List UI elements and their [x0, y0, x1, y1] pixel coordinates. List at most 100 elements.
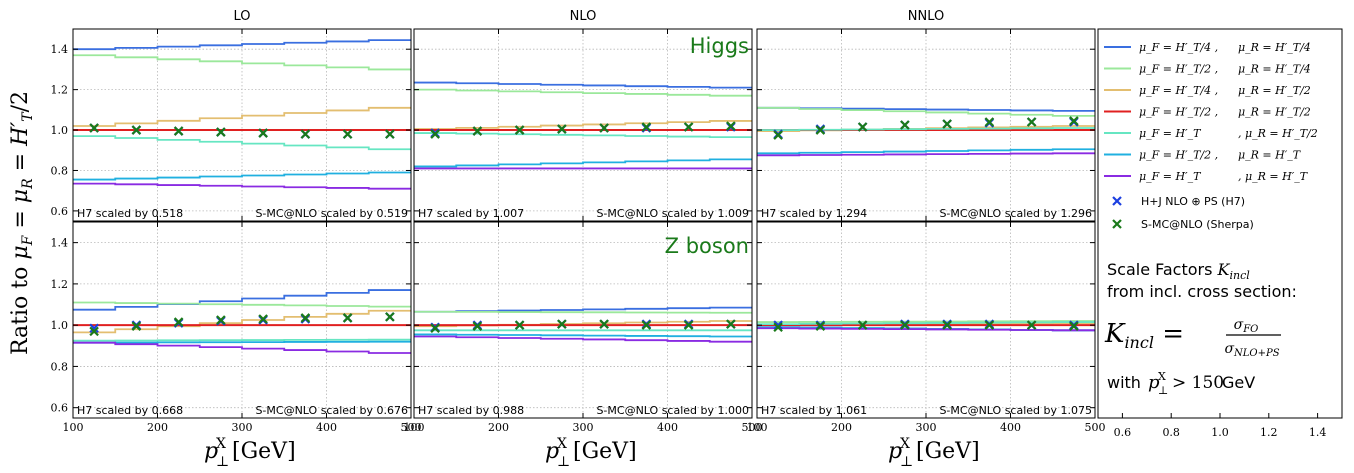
- smc-point: [726, 319, 736, 329]
- svg-text:GeV: GeV: [1222, 373, 1255, 392]
- smc-point: [472, 321, 483, 331]
- svg-text:p: p: [1148, 372, 1160, 393]
- x-tick-label: 500: [742, 421, 763, 434]
- smc-scale-label: S-MC@NLO scaled by 1.075: [939, 404, 1092, 417]
- legend-mu-r: , μ_R = H′_T/2: [1238, 127, 1318, 140]
- right-axis-tick-label: 0.8: [1162, 426, 1180, 439]
- smc-point: [216, 315, 226, 325]
- legend-mu-r: μ_R = H′_T/4: [1238, 63, 1311, 76]
- series-line-6: [73, 340, 411, 344]
- smc-point: [815, 321, 826, 331]
- smc-point: [472, 126, 483, 136]
- pt-cut-text: with p ⊥ X > 150 GeV: [1107, 370, 1255, 397]
- right-axis-tick-label: 0.6: [1114, 426, 1132, 439]
- svg-text:X: X: [1158, 370, 1166, 383]
- x-tick-label: 300: [916, 421, 937, 434]
- svg-text:[GeV]: [GeV]: [232, 439, 296, 464]
- x-tick-label: 200: [488, 421, 509, 434]
- x-tick-label: 400: [657, 421, 678, 434]
- series-line-7: [757, 327, 1095, 332]
- smc-point: [216, 127, 226, 137]
- x-axis-label-nlo: p ⊥ X [GeV]: [545, 436, 637, 470]
- legend-panel-x-axis: 0.6 0.8 1.0 1.2 1.4: [1114, 413, 1326, 439]
- panel-zboson-lo: 0.6 0.8 1.0 1.2 1.4 100 200 300 400 500 H7 scaled …: [51, 221, 422, 434]
- smc-point: [900, 120, 910, 130]
- series-line-2: [73, 301, 411, 308]
- series-line-5: [73, 338, 411, 342]
- svg-text:with: with: [1107, 373, 1141, 392]
- scale-factor-title: Scale Factors Kincl: [1107, 260, 1250, 282]
- legend-item-3: μ_F = H′_T/4 , μ_R = H′_T/2: [1104, 84, 1311, 97]
- panel-zboson-nlo: 100 200 300 400 500 H7 scaled by 0.988 S-MC@NL…: [404, 221, 763, 434]
- smc-point: [173, 317, 184, 327]
- svg-text:⊥: ⊥: [557, 454, 570, 470]
- series-line-2: [757, 320, 1095, 323]
- legend-item-1: μ_F = H′_T/4 , μ_R = H′_T/4: [1104, 41, 1311, 54]
- legend-mu-f: μ_F = H′_T/2 ,: [1139, 149, 1218, 162]
- series-lines: [73, 289, 411, 354]
- svg-text:X: X: [557, 436, 567, 452]
- smc-point: [385, 312, 395, 322]
- y-tick-label: 1.4: [51, 237, 69, 250]
- y-tick-label: 1.0: [51, 319, 69, 332]
- legend-mu-r: μ_R = H′_T: [1238, 149, 1302, 162]
- smc-point: [385, 129, 395, 139]
- series-line-5: [73, 135, 411, 151]
- legend: μ_F = H′_T/4 , μ_R = H′_T/4 μ_F = H′_T/2 ,…: [1104, 41, 1318, 183]
- series-lines: [414, 306, 752, 343]
- legend-item-5: μ_F = H′_T , μ_R = H′_T/2: [1104, 127, 1318, 140]
- series-line-6: [414, 158, 752, 168]
- x-axis-label-lo: p ⊥ X [GeV]: [204, 436, 296, 470]
- x-tick-label: 300: [573, 421, 594, 434]
- series-line-1: [73, 289, 411, 311]
- legend-mu-f: μ_F = H′_T/2 ,: [1139, 106, 1218, 119]
- markers: [430, 319, 736, 334]
- markers: [773, 319, 1079, 332]
- axis-ticks: [413, 29, 753, 221]
- svg-text:σNLO+PS: σNLO+PS: [1224, 341, 1279, 359]
- process-label-zboson: Z boson: [665, 234, 749, 258]
- series-line-2: [414, 88, 752, 97]
- smc-scale-label: S-MC@NLO scaled by 0.519: [255, 207, 408, 220]
- legend-mu-f: μ_F = H′_T/2 ,: [1139, 63, 1218, 76]
- x-tick-label: 100: [63, 421, 84, 434]
- panel-higgs-lo: 0.6 0.8 1.0 1.2 1.4 H7 scaled by 0.518 S-MC@NL…: [51, 28, 412, 222]
- svg-text:> 150: > 150: [1172, 373, 1224, 393]
- x-axis-label-nnlo: p ⊥ X [GeV]: [888, 436, 980, 470]
- smc-point: [131, 321, 142, 331]
- smc-point: [342, 313, 353, 323]
- smc-point: [258, 128, 268, 138]
- grid: [757, 29, 1095, 221]
- x-tick-label: 400: [1000, 421, 1021, 434]
- smc-scale-label: S-MC@NLO scaled by 1.000: [596, 404, 749, 417]
- series-line-6: [73, 171, 411, 181]
- series-line-2: [73, 54, 411, 71]
- right-axis-tick-label: 1.0: [1211, 426, 1229, 439]
- svg-text:p: p: [888, 439, 902, 464]
- h7-point: [773, 320, 783, 330]
- smc-point: [89, 123, 99, 133]
- series-line-3: [73, 309, 411, 334]
- axis-ticks: 100 200 300 400 500: [404, 222, 763, 434]
- legend-item-2: μ_F = H′_T/2 , μ_R = H′_T/4: [1104, 63, 1311, 76]
- y-tick-label: 1.4: [51, 43, 69, 56]
- k-incl-formula: Kincl =: [1104, 319, 1184, 352]
- y-tick-label: 1.2: [51, 278, 69, 291]
- series-line-6: [757, 148, 1095, 155]
- svg-text:[GeV]: [GeV]: [573, 439, 637, 464]
- markers: [773, 116, 1079, 140]
- legend-item-6: μ_F = H′_T/2 , μ_R = H′_T: [1104, 149, 1302, 162]
- x-tick-label: 100: [404, 421, 425, 434]
- x-tick-label: 300: [232, 421, 253, 434]
- series-line-2: [757, 106, 1095, 117]
- legend-mu-r: μ_R = H′_T/2: [1238, 106, 1311, 119]
- axis-ticks: 0.6 0.8 1.0 1.2 1.4: [51, 29, 412, 221]
- smc-point: [430, 323, 440, 334]
- smc-point: [984, 320, 995, 330]
- series-lines: [757, 320, 1095, 332]
- svg-text:p: p: [204, 439, 218, 464]
- series-line-1: [73, 39, 411, 51]
- smc-point: [599, 123, 609, 133]
- smc-point: [514, 320, 525, 330]
- scale-factor-box: Scale Factors Kincl from incl. cross sec…: [1104, 260, 1297, 397]
